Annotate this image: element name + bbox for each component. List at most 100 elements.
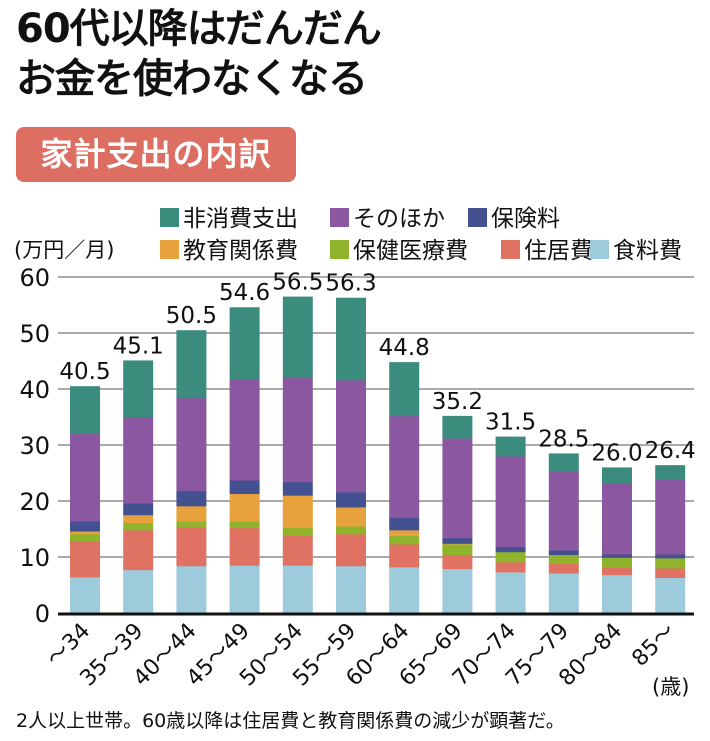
bar-segment bbox=[442, 544, 473, 556]
bar-segment bbox=[123, 522, 154, 531]
total-label: 26.4 bbox=[645, 438, 696, 464]
bar-stack bbox=[123, 360, 154, 614]
bar-segment bbox=[123, 503, 154, 516]
bar-segment bbox=[176, 521, 207, 528]
bar-segment bbox=[495, 456, 526, 548]
y-tick-label: 20 bbox=[19, 488, 50, 516]
legend-item: 非消費支出 bbox=[160, 206, 298, 232]
legend-swatch bbox=[590, 240, 609, 259]
bar-segment bbox=[602, 483, 632, 555]
bar-segment bbox=[229, 480, 260, 495]
legend-swatch bbox=[468, 208, 487, 227]
bar-stack bbox=[70, 386, 100, 614]
bar-segment bbox=[442, 554, 473, 570]
bar-segment bbox=[123, 360, 154, 418]
bar-segment bbox=[389, 567, 420, 614]
bar-stack bbox=[442, 415, 473, 614]
bar-stack bbox=[229, 307, 260, 614]
legend-item: 保険料 bbox=[468, 206, 560, 232]
bar-segment bbox=[495, 551, 526, 563]
bar-segment bbox=[548, 550, 579, 556]
bar-segment bbox=[282, 481, 313, 496]
bar-segment bbox=[176, 565, 207, 614]
bar-segment bbox=[70, 577, 100, 614]
y-tick-label: 30 bbox=[19, 432, 50, 460]
bar-segment bbox=[495, 436, 526, 457]
total-label: 40.5 bbox=[59, 359, 110, 385]
bar-stack bbox=[282, 296, 313, 614]
bar-segment bbox=[123, 515, 154, 524]
bar-stack bbox=[176, 330, 207, 614]
legend-label: 教育関係費 bbox=[183, 238, 298, 264]
bar-segment bbox=[602, 557, 632, 568]
bar-stack bbox=[495, 436, 526, 614]
bar-segment bbox=[655, 479, 686, 555]
bar-segment bbox=[336, 380, 366, 493]
bar-segment bbox=[70, 534, 100, 542]
bar-segment bbox=[123, 569, 154, 614]
bar-segment bbox=[442, 537, 473, 544]
bar-segment bbox=[389, 530, 420, 537]
y-axis-unit-label: (万円／月) bbox=[14, 238, 114, 262]
total-label: 56.5 bbox=[272, 270, 323, 296]
legend-swatch bbox=[160, 240, 179, 259]
bar-segment bbox=[495, 572, 526, 614]
legend-item: 教育関係費 bbox=[160, 238, 298, 264]
legend-swatch bbox=[330, 208, 349, 227]
bar-segment bbox=[282, 565, 313, 614]
bar-segment bbox=[229, 307, 260, 380]
y-axis-ticks: 0 10 20 30 40 50 60 bbox=[19, 264, 50, 628]
bar-segment bbox=[282, 527, 313, 537]
bar-segment bbox=[70, 433, 100, 522]
legend-label: そのほか bbox=[353, 206, 445, 232]
bar-segment bbox=[602, 567, 632, 576]
bar-segment bbox=[123, 417, 154, 504]
legend-label: 保険料 bbox=[491, 206, 560, 232]
total-labels: 40.545.150.554.6 56.5 56.3 44.8 35.231.528.5… bbox=[59, 270, 695, 467]
bar-segment bbox=[442, 543, 473, 545]
bar-segment bbox=[336, 492, 366, 508]
y-tick-label: 40 bbox=[19, 376, 50, 404]
bar-segment bbox=[602, 554, 632, 558]
headline: 60代以降はだんだん お金を使わなくなる bbox=[16, 4, 382, 104]
bar-segment bbox=[336, 526, 366, 535]
bar-segment bbox=[442, 415, 473, 439]
bar-segment bbox=[389, 362, 420, 417]
bar-stack bbox=[336, 297, 366, 614]
bar-segment bbox=[548, 471, 579, 551]
bar-stack bbox=[602, 467, 632, 614]
bar-segment bbox=[176, 506, 207, 522]
x-axis-category-labels: 〜3435〜3940〜4445〜4950〜5455〜5960〜6465〜6970… bbox=[42, 619, 680, 692]
legend-swatch bbox=[330, 240, 349, 259]
bar-segment bbox=[282, 495, 313, 529]
bar-segment bbox=[70, 540, 100, 578]
bar-segment bbox=[655, 554, 686, 559]
bar-segment bbox=[336, 565, 366, 614]
bar-segment bbox=[229, 565, 260, 614]
bar-segment bbox=[495, 562, 526, 573]
y-tick-label: 10 bbox=[19, 544, 50, 572]
legend-item: 住居費 bbox=[501, 238, 593, 264]
bar-segment bbox=[229, 493, 260, 522]
bar-stack bbox=[548, 453, 579, 614]
bar-segment bbox=[442, 438, 473, 539]
bar-segment bbox=[389, 517, 420, 531]
total-label: 26.0 bbox=[591, 440, 642, 466]
headline-line-2: お金を使わなくなる bbox=[16, 56, 368, 102]
bar-segment bbox=[229, 527, 260, 566]
y-tick-label: 50 bbox=[19, 320, 50, 348]
x-category-label: 85〜 bbox=[627, 619, 680, 672]
bar-segment bbox=[602, 467, 632, 484]
legend-item: 保健医療費 bbox=[330, 238, 468, 264]
bar-stack bbox=[655, 465, 686, 614]
bar-segment bbox=[602, 574, 632, 614]
total-label: 45.1 bbox=[113, 333, 164, 359]
bars bbox=[70, 296, 686, 614]
bar-segment bbox=[229, 521, 260, 529]
bar-segment bbox=[655, 577, 686, 614]
bar-segment bbox=[282, 377, 313, 483]
total-label: 31.5 bbox=[485, 410, 536, 436]
y-tick-label: 60 bbox=[19, 264, 50, 292]
